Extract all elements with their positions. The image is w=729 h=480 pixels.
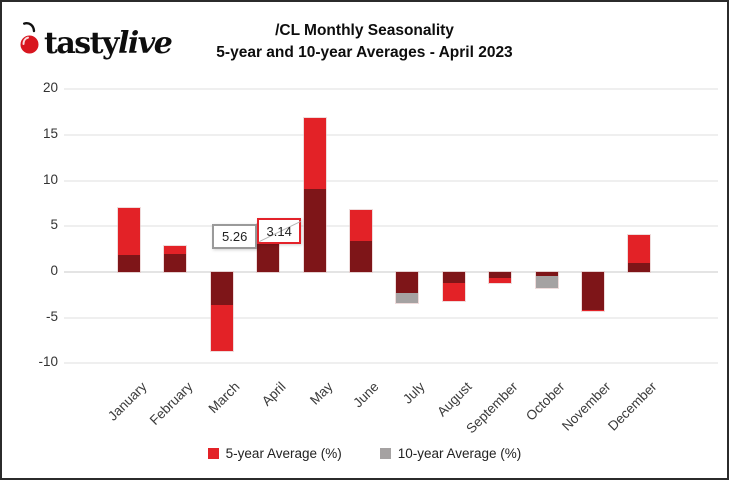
bar-march-5yr-segment [210,304,233,352]
bar-march [210,272,233,352]
callout-5yr-text: 3.14 [266,223,292,239]
logo-wordmark: tastylive [44,26,173,61]
y-axis-label-10: 10 [42,171,58,187]
gridline--10 [64,362,718,365]
bar-september-overlap-segment [489,272,512,279]
bar-august-overlap-segment [442,272,465,283]
legend-label-5yr: 5-year Average (%) [225,446,342,461]
bar-december [628,234,651,272]
bar-july [396,272,419,304]
bar-november-overlap-segment [582,272,604,311]
bar-october [535,272,558,289]
bar-june-5yr-segment [350,209,372,241]
y-axis-label-0: 0 [50,263,58,278]
chart-title-block: /CL Monthly Seasonality 5-year and 10-ye… [2,20,727,64]
cherry-icon [18,20,44,61]
tastylive-logo: tastylive [18,20,173,61]
chart-subtitle: 5-year and 10-year Averages - April 2023 [216,44,513,61]
legend-item-10yr: 10-year Average (%) [379,446,522,461]
gridline-15 [64,134,718,137]
gridline-5 [64,225,718,228]
bar-july-10yr-segment [396,292,419,304]
bar-may-overlap-segment [303,188,326,272]
bar-february-5yr-segment [164,245,187,254]
bar-june [350,209,372,272]
legend-label-10yr: 10-year Average (%) [397,446,522,461]
legend-swatch-5yr-icon [207,448,219,459]
y-axis-label-5: 5 [50,217,58,233]
gridline-0 [64,271,718,273]
bar-september-5yr-segment [489,278,512,283]
bar-november [582,272,604,312]
bar-may [303,117,326,272]
legend-item-5yr: 5-year Average (%) [207,446,342,461]
bar-december-overlap-segment [628,262,651,272]
y-axis-label-15: 15 [42,126,58,142]
bar-august [442,272,465,302]
y-axis-label-20: 20 [42,80,58,96]
logo-tasty: tasty [44,26,119,61]
bar-june-overlap-segment [350,240,372,272]
bar-january [118,208,140,272]
bar-december-5yr-segment [628,234,651,263]
legend-swatch-10yr-icon [379,448,391,459]
bar-october-10yr-segment [535,275,558,289]
bar-january-overlap-segment [118,254,140,272]
gridline--5 [64,316,718,319]
bar-october-overlap-segment [535,272,558,276]
bar-september [489,272,512,283]
y-axis-label--10: -10 [38,354,58,370]
bar-may-5yr-segment [303,117,326,189]
callout-10yr-value: 5.26 [212,224,258,249]
logo-live: live [117,26,173,61]
bar-july-overlap-segment [396,272,419,293]
gridline-20 [64,88,718,91]
callout-10yr-text: 5.26 [222,229,248,244]
y-axis-label--5: -5 [45,308,58,324]
callout-5yr-value: 3.14 [257,218,302,244]
bar-january-5yr-segment [118,208,140,255]
bar-february [164,245,187,272]
bar-august-5yr-segment [442,282,465,302]
gridline-10 [64,179,718,182]
bar-november-5yr-segment [582,310,604,312]
chart-title: /CL Monthly Seasonality [275,22,454,39]
bar-march-overlap-segment [210,272,233,305]
bar-february-overlap-segment [164,253,187,272]
bar-april-overlap-segment [257,243,280,272]
chart-legend: 5-year Average (%) 10-year Average (%) [2,446,727,461]
